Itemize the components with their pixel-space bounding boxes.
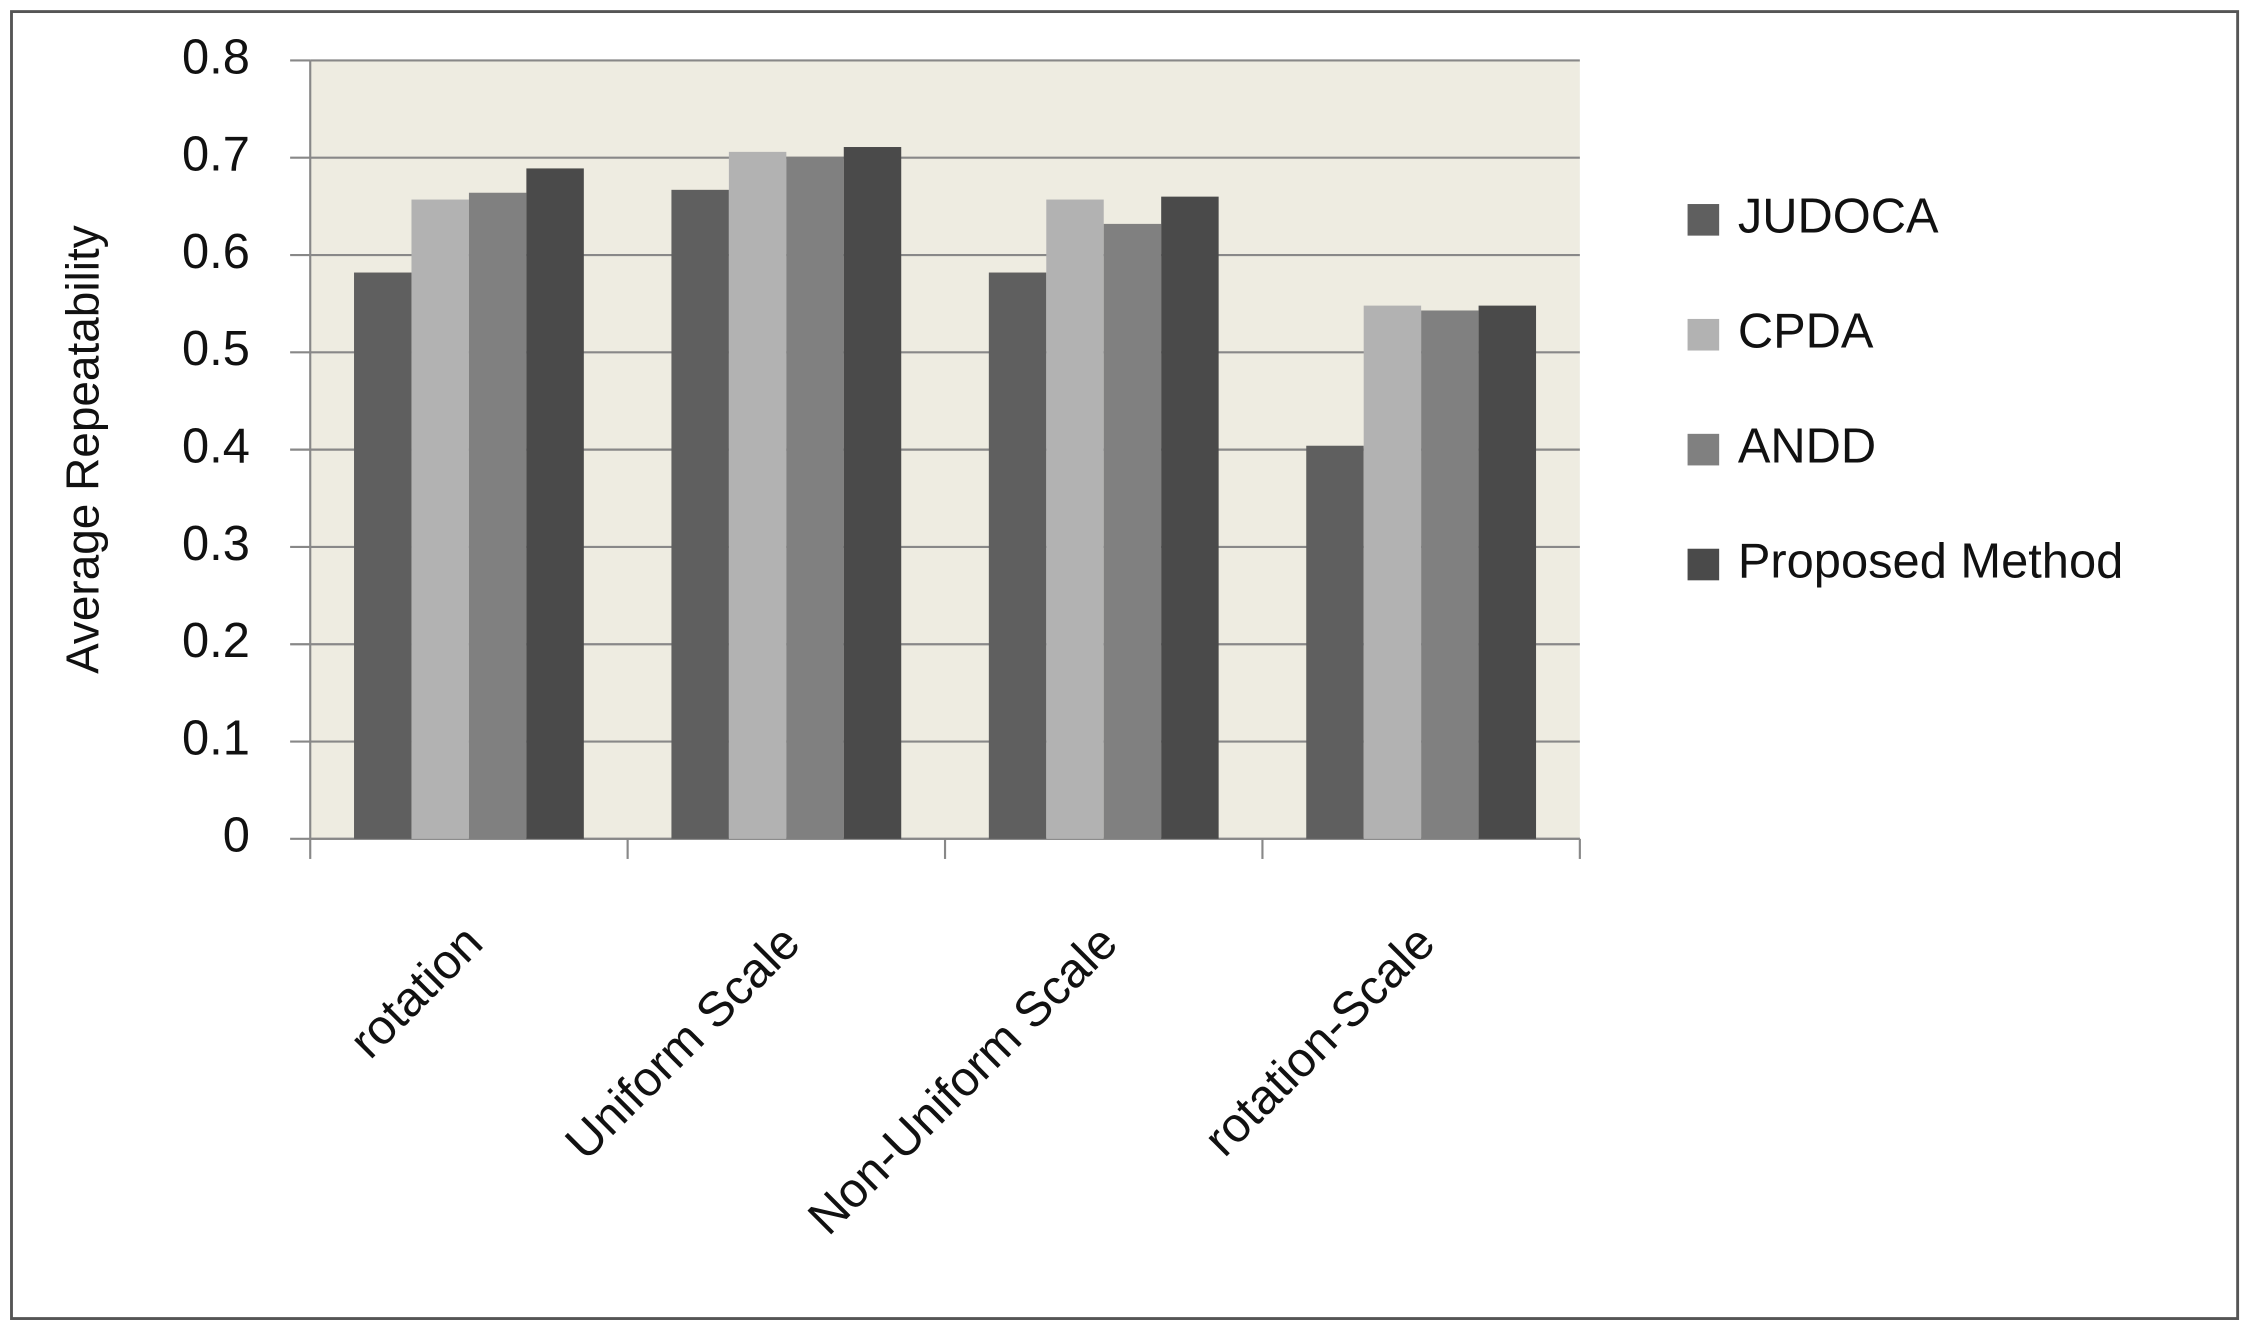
bar (1161, 196, 1219, 839)
y-tick-label: 0.3 (182, 517, 250, 571)
legend-label: JUDOCA (1738, 190, 1939, 244)
bar (1103, 223, 1162, 839)
y-tick-label: 0.2 (182, 614, 250, 668)
bar (843, 147, 902, 839)
legend-label: CPDA (1738, 305, 1874, 359)
bar (671, 189, 729, 839)
y-tick-label: 0 (223, 809, 250, 863)
bar (354, 272, 412, 839)
bar (1421, 310, 1479, 839)
legend-label: Proposed Method (1738, 534, 2123, 588)
y-tick-label: 0.4 (182, 420, 250, 474)
y-tick-label: 0.6 (182, 225, 250, 279)
bar (728, 151, 787, 839)
bar (526, 168, 584, 839)
bar (1046, 199, 1104, 839)
y-tick-label: 0.8 (182, 30, 250, 84)
legend-swatch (1687, 318, 1720, 351)
bar (988, 272, 1047, 839)
bar (1363, 305, 1422, 839)
y-tick-label: 0.7 (182, 128, 250, 182)
legend-swatch (1687, 548, 1720, 581)
bar (1306, 445, 1364, 839)
bar (468, 192, 527, 839)
legend-swatch (1687, 204, 1720, 236)
bar (1478, 305, 1537, 839)
bar (411, 199, 469, 839)
y-axis-title: Average Repeatability (56, 225, 108, 674)
y-tick-label: 0.5 (182, 322, 250, 376)
legend-label: ANDD (1738, 420, 1876, 474)
y-tick-label: 0.1 (182, 711, 250, 765)
legend-swatch (1687, 433, 1720, 466)
bar (786, 156, 844, 839)
